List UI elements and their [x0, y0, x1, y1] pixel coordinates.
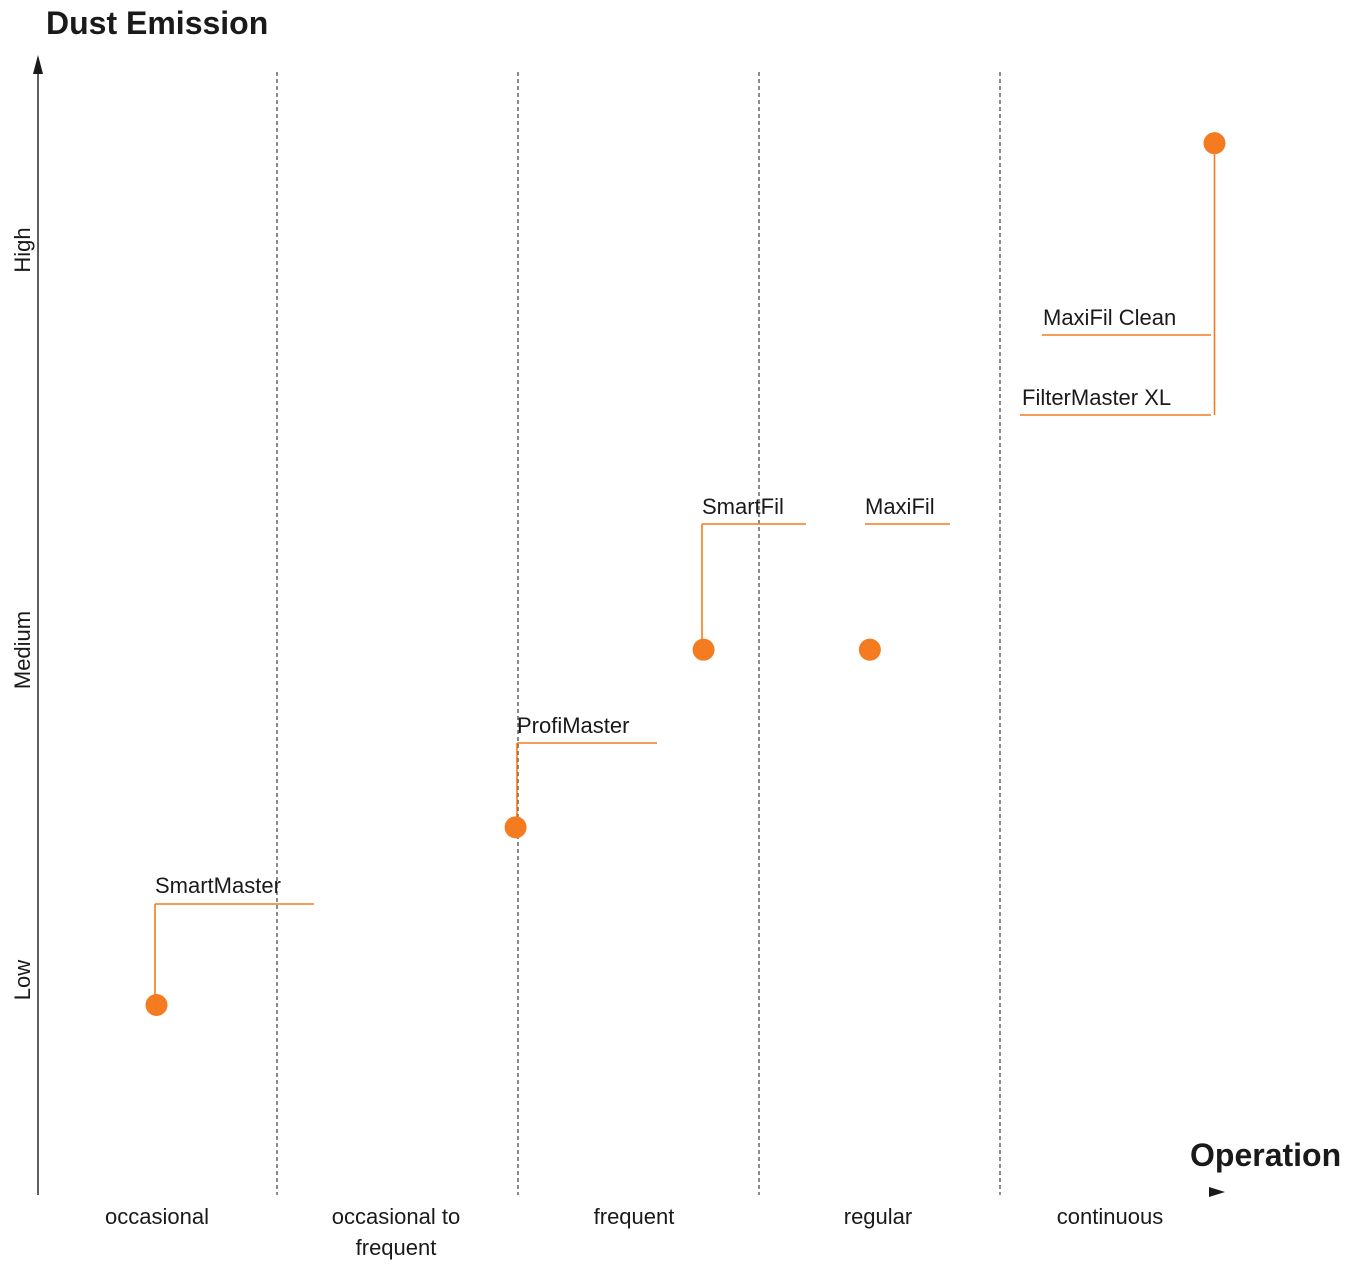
x-tick-labels: occasional occasional to frequent frequent r… [105, 1204, 1163, 1260]
x-tick-label-line: occasional to [332, 1204, 460, 1229]
x-tick-label: regular [844, 1204, 912, 1229]
data-point [1203, 132, 1226, 155]
data-point [145, 994, 168, 1016]
category-separators [276, 72, 1001, 1195]
y-tick-label: High [10, 227, 35, 272]
point-label: SmartFil [702, 494, 784, 519]
point-label: MaxiFil Clean [1043, 305, 1176, 330]
y-tick-labels: Low Medium High [10, 227, 35, 1000]
x-tick-label: frequent [594, 1204, 675, 1229]
point-label: MaxiFil [865, 494, 935, 519]
x-tick-label-line: frequent [594, 1204, 675, 1229]
x-tick-label-line: continuous [1057, 1204, 1163, 1229]
x-tick-label: continuous [1057, 1204, 1163, 1229]
point-leader-lines [154, 143, 1216, 1005]
x-tick-label-line: occasional [105, 1204, 209, 1229]
data-points [145, 132, 1226, 1016]
x-tick-label-line: regular [844, 1204, 912, 1229]
point-label: ProfiMaster [517, 713, 629, 738]
x-tick-label: occasional to frequent [332, 1204, 460, 1260]
y-tick-label: Low [10, 960, 35, 1000]
point-labels: SmartMaster ProfiMaster SmartFil MaxiFil Max… [155, 305, 1176, 898]
point-label: SmartMaster [155, 873, 281, 898]
x-tick-label-line: frequent [356, 1235, 437, 1260]
x-axis-arrow [1209, 1187, 1225, 1197]
y-tick-label: Medium [10, 611, 35, 689]
y-axis-arrow [33, 55, 43, 74]
data-point [504, 816, 527, 839]
data-point [858, 638, 881, 661]
chart-title: Dust Emission [46, 5, 268, 41]
data-point [692, 638, 715, 661]
x-axis-label: Operation [1190, 1137, 1341, 1173]
point-label: FilterMaster XL [1022, 385, 1171, 410]
x-tick-label: occasional [105, 1204, 209, 1229]
